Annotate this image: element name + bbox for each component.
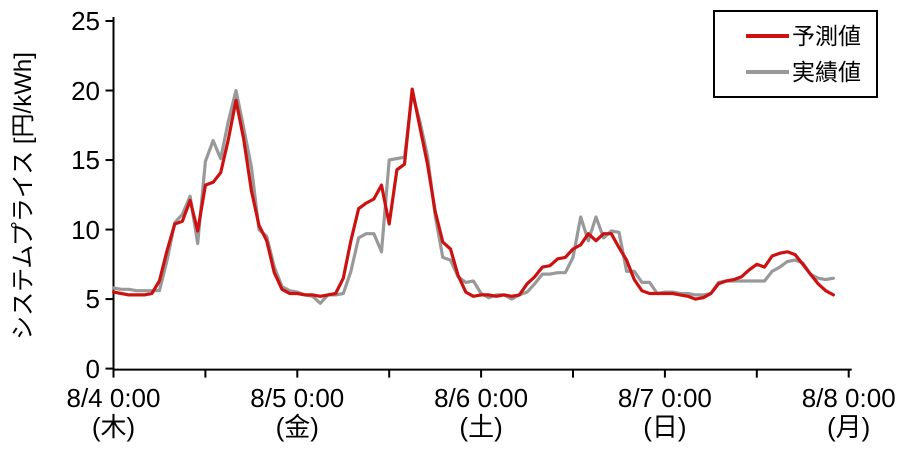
legend-label: 実績値 <box>792 59 861 85</box>
legend-line-swatch <box>746 34 789 38</box>
x-tick-label: 8/8 0:00 (月) <box>769 384 898 442</box>
y-tick-label: 15 <box>71 145 100 176</box>
x-tick-weekday: (日) <box>643 412 687 442</box>
y-tick-label: 0 <box>85 353 100 384</box>
x-tick-date: 8/5 0:00 <box>250 383 345 413</box>
x-tick-weekday: (金) <box>275 412 319 442</box>
x-tick-label: 8/5 0:00 (金) <box>217 384 377 442</box>
x-tick-date: 8/4 0:00 <box>66 383 161 413</box>
actual-series-line <box>111 88 836 305</box>
x-tick-date: 8/8 0:00 <box>801 383 896 413</box>
legend-item-actual: 実績値 <box>715 60 876 84</box>
legend: 予測値 実績値 <box>713 10 878 98</box>
x-tick-label: 8/7 0:00 (日) <box>585 384 745 442</box>
x-tick-date: 8/6 0:00 <box>434 383 529 413</box>
x-tick-weekday: (木) <box>91 412 136 442</box>
x-tick-label: 8/4 0:00 (木) <box>34 384 194 442</box>
y-tick-label: 10 <box>71 214 100 245</box>
x-tick-weekday: (土) <box>459 412 503 442</box>
legend-label: 予測値 <box>792 23 861 49</box>
y-tick-label: 5 <box>85 284 100 315</box>
x-tick-label: 8/6 0:00 (土) <box>401 384 561 442</box>
forecast-series-line <box>111 87 836 301</box>
legend-line-swatch <box>746 70 789 74</box>
x-tick-weekday: (月) <box>827 412 871 442</box>
x-tick-date: 8/7 0:00 <box>617 383 712 413</box>
y-tick-label: 20 <box>71 75 100 106</box>
y-tick-label: 25 <box>71 6 100 36</box>
legend-item-forecast: 予測値 <box>715 24 876 48</box>
